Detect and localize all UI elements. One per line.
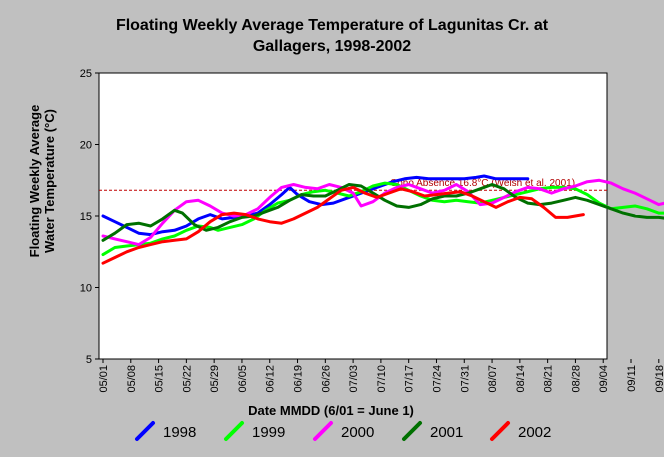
x-tick-label: 08/28 [570, 365, 582, 393]
x-axis: 05/01 05/08 05/15 05/22 05/29 06/05 06/12 06/19… [98, 359, 664, 393]
legend-label-1998: 1998 [163, 424, 196, 441]
x-tick-label: 06/05 [237, 365, 249, 393]
series-line-2002 [101, 185, 585, 265]
x-tick-label: 05/29 [209, 365, 221, 393]
y-tick-label: 5 [86, 354, 92, 366]
x-tick-label: 05/08 [126, 365, 138, 393]
legend-swatch-2000 [313, 421, 333, 441]
y-axis: 5 10 15 20 25 [80, 68, 99, 366]
x-axis-label: Date MMDD (6/01 = June 1) [248, 403, 414, 418]
x-tick-label: 07/31 [459, 365, 471, 393]
y-tick-label: 10 [80, 283, 92, 295]
series-line-2001 [101, 183, 664, 242]
x-tick-label: 07/24 [431, 365, 443, 393]
legend-label-2002: 2002 [518, 424, 551, 441]
y-tick-label: 25 [80, 68, 92, 80]
y-tick-label: 20 [80, 140, 92, 152]
x-tick-label: 08/21 [543, 365, 555, 393]
x-tick-label: 07/10 [376, 365, 388, 393]
legend-swatch-1999 [224, 421, 244, 441]
series-lines [101, 174, 664, 265]
legend: 1998 1999 2000 2001 2002 [135, 421, 551, 441]
x-tick-label: 05/01 [98, 365, 110, 393]
legend-swatch-2002 [490, 421, 510, 441]
y-axis-label-line1: Floating Weekly Average [27, 105, 42, 258]
x-tick-label: 06/26 [320, 365, 332, 393]
x-tick-label: 06/12 [265, 365, 277, 393]
threshold-label: Coho Absence 16.8°C (Welsh et al. 2001) [390, 178, 575, 189]
y-tick-label: 15 [80, 211, 92, 223]
chart-title-line2: Gallagers, 1998-2002 [253, 38, 411, 55]
series-line-1998 [101, 174, 530, 237]
x-tick-label: 09/18 [654, 365, 664, 393]
x-tick-label: 05/22 [181, 365, 193, 393]
legend-label-2000: 2000 [341, 424, 374, 441]
plot-area [98, 72, 608, 360]
x-tick-label: 07/17 [404, 365, 416, 393]
x-tick-label: 05/15 [154, 365, 166, 393]
legend-swatch-1998 [135, 421, 155, 441]
x-tick-label: 08/14 [515, 365, 527, 393]
x-tick-label: 09/11 [626, 365, 638, 392]
x-tick-label: 08/07 [487, 365, 499, 393]
legend-label-1999: 1999 [252, 424, 285, 441]
series-line-1999 [101, 181, 664, 257]
y-axis-label-line2: Water Temperature (°C) [42, 109, 57, 253]
x-tick-label: 09/04 [598, 365, 610, 393]
legend-label-2001: 2001 [430, 424, 463, 441]
legend-swatch-2001 [402, 421, 422, 441]
chart-title-line1: Floating Weekly Average Temperature of L… [116, 17, 549, 34]
x-tick-label: 07/03 [348, 365, 360, 393]
x-tick-label: 06/19 [293, 365, 305, 393]
